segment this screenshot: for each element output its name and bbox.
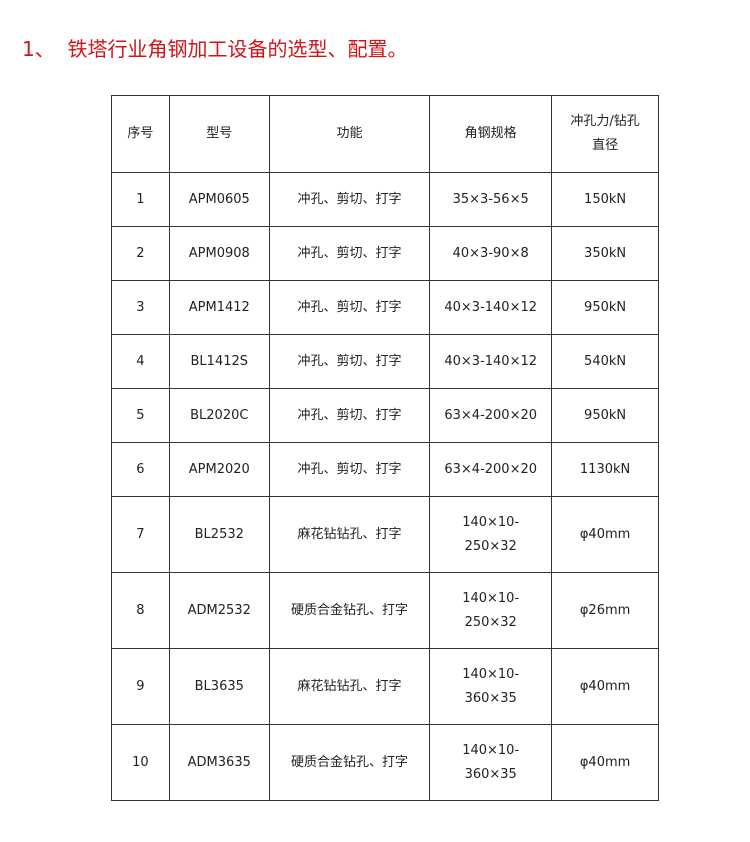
- table-cell: 140×10-250×32: [429, 572, 553, 649]
- table-cell: 140×10-360×35: [429, 648, 553, 725]
- table-cell: 冲孔、剪切、打字: [268, 388, 431, 443]
- table-cell: 9: [111, 648, 170, 725]
- table-cell: 40×3-90×8: [429, 226, 553, 281]
- header-cell: 功能: [268, 95, 431, 173]
- table-row: 8 ADM2532 硬质合金钻孔、打字 140×10-250×32 φ26mm: [111, 572, 659, 649]
- table-cell: 6: [111, 442, 170, 497]
- table-cell: 麻花钻钻孔、打字: [268, 496, 431, 573]
- table-row: 9 BL3635 麻花钻钻孔、打字 140×10-360×35 φ40mm: [111, 648, 659, 725]
- table-cell: BL2020C: [168, 388, 270, 443]
- table-cell: 冲孔、剪切、打字: [268, 172, 431, 227]
- header-cell: 冲孔力/钻孔直径: [551, 95, 659, 173]
- table-cell: 2: [111, 226, 170, 281]
- table-row: 3 APM1412 冲孔、剪切、打字 40×3-140×12 950kN: [111, 280, 659, 335]
- table-cell: 950kN: [551, 280, 659, 335]
- table-row: 5 BL2020C 冲孔、剪切、打字 63×4-200×20 950kN: [111, 388, 659, 443]
- table-cell: 40×3-140×12: [429, 334, 553, 389]
- table-cell: φ40mm: [551, 724, 659, 801]
- section-title: 1、 铁塔行业角钢加工设备的选型、配置。: [22, 37, 408, 61]
- table-cell: APM0605: [168, 172, 270, 227]
- table-cell: φ40mm: [551, 648, 659, 725]
- table-cell: 硬质合金钻孔、打字: [268, 572, 431, 649]
- header-row: 序号 型号 功能 角钢规格 冲孔力/钻孔直径: [111, 95, 659, 173]
- table-cell: 1130kN: [551, 442, 659, 497]
- table-row: 1 APM0605 冲孔、剪切、打字 35×3-56×5 150kN: [111, 172, 659, 227]
- table-cell: 35×3-56×5: [429, 172, 553, 227]
- table-cell: 5: [111, 388, 170, 443]
- table-cell: BL1412S: [168, 334, 270, 389]
- table-cell: 冲孔、剪切、打字: [268, 442, 431, 497]
- table-cell: 63×4-200×20: [429, 442, 553, 497]
- table-cell: 4: [111, 334, 170, 389]
- table-cell: 140×10-360×35: [429, 724, 553, 801]
- equipment-table: 序号 型号 功能 角钢规格 冲孔力/钻孔直径 1 APM0605 冲孔、剪切、打字 35×3-5…: [111, 95, 659, 801]
- table-cell: 麻花钻钻孔、打字: [268, 648, 431, 725]
- table-cell: 150kN: [551, 172, 659, 227]
- table-cell: 950kN: [551, 388, 659, 443]
- table-row: 6 APM2020 冲孔、剪切、打字 63×4-200×20 1130kN: [111, 442, 659, 497]
- table-row: 10 ADM3635 硬质合金钻孔、打字 140×10-360×35 φ40mm: [111, 724, 659, 801]
- table-cell: 350kN: [551, 226, 659, 281]
- table-cell: APM2020: [168, 442, 270, 497]
- table-cell: 540kN: [551, 334, 659, 389]
- table-cell: BL3635: [168, 648, 270, 725]
- table-cell: APM1412: [168, 280, 270, 335]
- table-cell: 硬质合金钻孔、打字: [268, 724, 431, 801]
- table-cell: φ26mm: [551, 572, 659, 649]
- table-cell: 冲孔、剪切、打字: [268, 280, 431, 335]
- header-cell: 角钢规格: [429, 95, 553, 173]
- header-cell: 型号: [168, 95, 270, 173]
- table-cell: 冲孔、剪切、打字: [268, 334, 431, 389]
- table-row: 4 BL1412S 冲孔、剪切、打字 40×3-140×12 540kN: [111, 334, 659, 389]
- table-cell: 140×10-250×32: [429, 496, 553, 573]
- table-cell: 7: [111, 496, 170, 573]
- table-row: 2 APM0908 冲孔、剪切、打字 40×3-90×8 350kN: [111, 226, 659, 281]
- table-cell: 10: [111, 724, 170, 801]
- table-cell: 8: [111, 572, 170, 649]
- table-cell: BL2532: [168, 496, 270, 573]
- table-cell: 40×3-140×12: [429, 280, 553, 335]
- table-cell: ADM3635: [168, 724, 270, 801]
- table-cell: APM0908: [168, 226, 270, 281]
- table-cell: 冲孔、剪切、打字: [268, 226, 431, 281]
- table-cell: φ40mm: [551, 496, 659, 573]
- table-cell: ADM2532: [168, 572, 270, 649]
- table-row: 7 BL2532 麻花钻钻孔、打字 140×10-250×32 φ40mm: [111, 496, 659, 573]
- table-cell: 63×4-200×20: [429, 388, 553, 443]
- table-cell: 1: [111, 172, 170, 227]
- table-cell: 3: [111, 280, 170, 335]
- header-cell: 序号: [111, 95, 170, 173]
